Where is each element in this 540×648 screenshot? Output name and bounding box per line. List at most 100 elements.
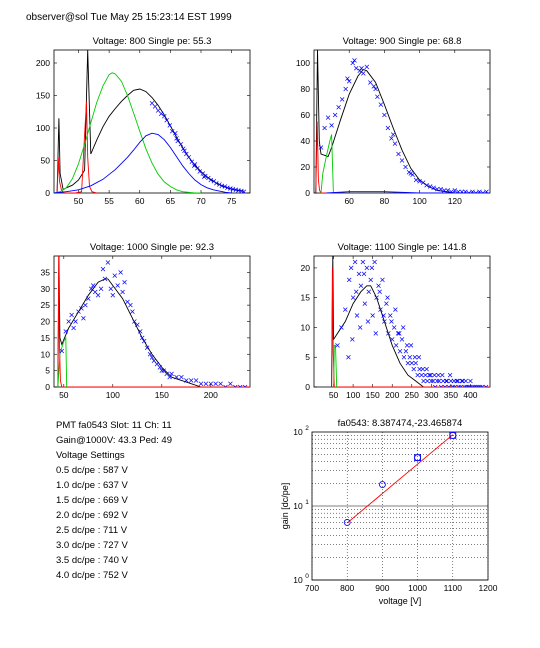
single-pe-curve <box>57 336 68 387</box>
data-point <box>339 97 345 102</box>
plot-frame <box>53 49 251 194</box>
y-tick-label: 80 <box>301 84 311 94</box>
x-tick-label: 1200 <box>479 583 498 593</box>
pedestal-curve <box>57 256 250 387</box>
data-point <box>419 372 424 378</box>
gain-vs-voltage-panel: fa0543: 8.387474,-23.465874 700 800 900 1000… <box>280 408 510 613</box>
voltage-setting: 1.0 dc/pe : 637 V <box>56 480 128 491</box>
data-point <box>228 381 233 386</box>
data-point <box>322 125 327 131</box>
y-tick-label: 10 <box>293 501 303 511</box>
y-tick-label: 100 <box>296 58 310 68</box>
data-point <box>370 313 375 318</box>
data-point <box>434 186 440 192</box>
data-point <box>115 283 120 288</box>
data-point <box>173 130 178 136</box>
y-tick-label: 5 <box>45 366 50 376</box>
pedestal-curve <box>331 267 490 387</box>
data-point <box>477 384 483 387</box>
data-point <box>100 266 106 272</box>
data-point <box>421 378 426 384</box>
double-pe-curve <box>326 191 490 193</box>
data-point <box>382 112 387 118</box>
data-point <box>203 381 209 386</box>
data-point <box>480 190 486 193</box>
data-point <box>362 301 368 306</box>
y-axis-label: gain [dc/pe] <box>280 483 290 530</box>
x-tick-label: 55 <box>104 196 114 206</box>
data-point <box>385 125 391 131</box>
data-point <box>118 270 123 275</box>
y-tick-label: 0 <box>45 188 50 198</box>
data-point <box>408 171 414 176</box>
chart-title: Voltage: 1000 Single pe: 92.3 <box>90 242 214 253</box>
data-point <box>432 372 437 378</box>
data-point <box>376 283 381 289</box>
data-point <box>352 58 357 63</box>
data-point <box>436 378 442 384</box>
data-point <box>348 265 354 271</box>
data-point <box>438 186 443 192</box>
data-point <box>473 190 479 193</box>
data-point <box>368 277 373 283</box>
data-point <box>332 112 338 118</box>
data-point <box>346 354 351 360</box>
data-point <box>416 354 422 360</box>
x-tick-label: 1100 <box>444 583 463 593</box>
data-point <box>441 188 447 193</box>
data-point <box>128 302 133 308</box>
x-tick-label: 50 <box>74 196 84 206</box>
data-point <box>184 378 189 383</box>
data-point <box>431 185 436 191</box>
data-point <box>450 384 456 387</box>
x-axis-label: voltage [V] <box>379 596 422 606</box>
data-point <box>188 378 194 383</box>
y-tick-exponent: 0 <box>305 573 309 580</box>
data-point <box>364 64 370 70</box>
data-point <box>108 286 114 291</box>
x-tick-label: 800 <box>340 583 354 593</box>
data-point <box>233 384 238 387</box>
x-tick-label: 400 <box>463 390 477 400</box>
x-tick-label: 100 <box>106 390 120 400</box>
data-point <box>184 151 189 157</box>
data-point <box>436 372 441 378</box>
data-point <box>423 372 428 378</box>
data-point <box>169 129 175 134</box>
chart-title: fa0543: 8.387474,-23.465874 <box>338 418 463 429</box>
data-point-square <box>449 431 457 439</box>
data-point <box>375 94 380 100</box>
y-tick-label: 0 <box>305 188 310 198</box>
voltage-setting: 1.5 dc/pe : 669 V <box>56 495 128 506</box>
data-point <box>438 384 444 387</box>
voltage-setting: 3.0 dc/pe : 727 V <box>56 540 128 551</box>
data-point <box>223 384 228 387</box>
x-tick-label: 250 <box>405 390 419 400</box>
data-point <box>431 378 436 384</box>
data-point <box>71 325 76 331</box>
data-point <box>366 289 372 294</box>
data-point <box>63 329 69 334</box>
data-point <box>399 337 405 342</box>
data-point <box>412 354 418 360</box>
y-tick-label: 5 <box>305 352 310 362</box>
data-point <box>83 302 88 308</box>
total-curve <box>315 50 487 193</box>
data-point <box>483 384 489 387</box>
data-point <box>66 319 71 324</box>
x-tick-label: 50 <box>329 390 339 400</box>
data-point <box>346 277 352 283</box>
data-point <box>192 162 198 167</box>
data-point <box>79 306 84 311</box>
voltage-setting: 3.5 dc/pe : 740 V <box>56 555 128 566</box>
data-point <box>343 519 351 526</box>
data-point <box>206 175 211 181</box>
y-tick-label: 50 <box>41 156 51 166</box>
data-point <box>420 366 425 372</box>
x-tick-label: 200 <box>204 390 218 400</box>
data-point <box>174 374 179 380</box>
data-point <box>336 104 341 110</box>
data-point <box>350 337 355 342</box>
data-point <box>147 352 153 357</box>
data-point <box>360 259 366 265</box>
